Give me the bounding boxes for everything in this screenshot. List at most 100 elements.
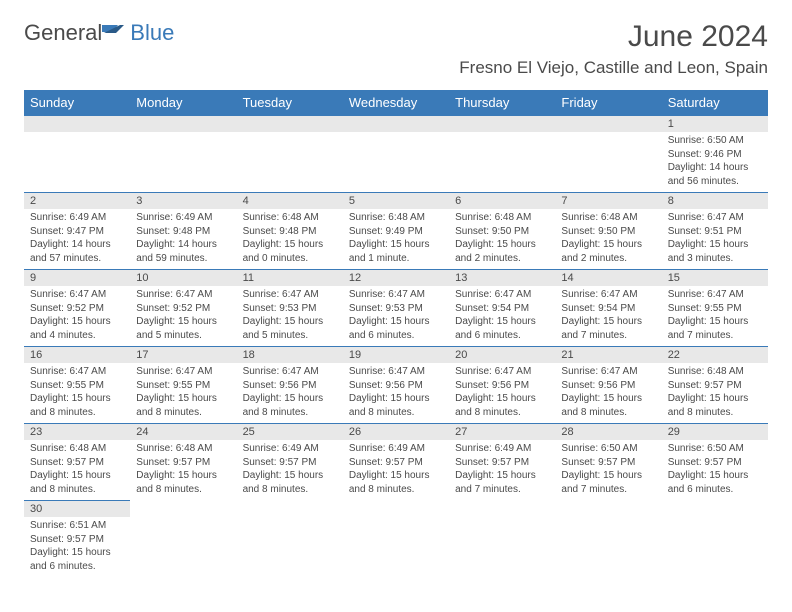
sunset-line: Sunset: 9:57 PM — [30, 456, 124, 470]
day-number: 18 — [237, 347, 343, 363]
daylight-line: Daylight: 15 hours and 8 minutes. — [561, 392, 655, 419]
calendar-cell: 27Sunrise: 6:49 AMSunset: 9:57 PMDayligh… — [449, 424, 555, 501]
calendar-cell — [130, 501, 236, 578]
calendar-table: SundayMondayTuesdayWednesdayThursdayFrid… — [24, 90, 768, 577]
calendar-cell: 28Sunrise: 6:50 AMSunset: 9:57 PMDayligh… — [555, 424, 661, 501]
day-number: 3 — [130, 193, 236, 209]
day-details: Sunrise: 6:48 AMSunset: 9:48 PMDaylight:… — [237, 209, 343, 269]
daylight-line: Daylight: 15 hours and 6 minutes. — [455, 315, 549, 342]
day-number: 30 — [24, 501, 130, 517]
page-title: June 2024 — [459, 20, 768, 54]
empty-day — [24, 116, 130, 132]
day-details: Sunrise: 6:47 AMSunset: 9:55 PMDaylight:… — [24, 363, 130, 423]
calendar-cell: 16Sunrise: 6:47 AMSunset: 9:55 PMDayligh… — [24, 347, 130, 424]
calendar-cell: 30Sunrise: 6:51 AMSunset: 9:57 PMDayligh… — [24, 501, 130, 578]
sunrise-line: Sunrise: 6:48 AM — [243, 211, 337, 225]
calendar-cell: 11Sunrise: 6:47 AMSunset: 9:53 PMDayligh… — [237, 270, 343, 347]
sunrise-line: Sunrise: 6:48 AM — [455, 211, 549, 225]
location-subtitle: Fresno El Viejo, Castille and Leon, Spai… — [459, 58, 768, 78]
calendar-cell: 19Sunrise: 6:47 AMSunset: 9:56 PMDayligh… — [343, 347, 449, 424]
calendar-cell — [343, 116, 449, 193]
calendar-cell: 8Sunrise: 6:47 AMSunset: 9:51 PMDaylight… — [662, 193, 768, 270]
sunrise-line: Sunrise: 6:47 AM — [349, 288, 443, 302]
flag-icon — [102, 22, 126, 45]
day-details: Sunrise: 6:47 AMSunset: 9:52 PMDaylight:… — [130, 286, 236, 346]
day-details: Sunrise: 6:51 AMSunset: 9:57 PMDaylight:… — [24, 517, 130, 577]
day-number: 12 — [343, 270, 449, 286]
calendar-row: 23Sunrise: 6:48 AMSunset: 9:57 PMDayligh… — [24, 424, 768, 501]
day-number: 9 — [24, 270, 130, 286]
sunset-line: Sunset: 9:54 PM — [455, 302, 549, 316]
calendar-cell: 26Sunrise: 6:49 AMSunset: 9:57 PMDayligh… — [343, 424, 449, 501]
sunset-line: Sunset: 9:48 PM — [136, 225, 230, 239]
day-details: Sunrise: 6:47 AMSunset: 9:54 PMDaylight:… — [555, 286, 661, 346]
calendar-cell: 21Sunrise: 6:47 AMSunset: 9:56 PMDayligh… — [555, 347, 661, 424]
logo: General Blue — [24, 20, 174, 46]
sunrise-line: Sunrise: 6:48 AM — [30, 442, 124, 456]
day-details: Sunrise: 6:49 AMSunset: 9:48 PMDaylight:… — [130, 209, 236, 269]
weekday-header: Wednesday — [343, 90, 449, 116]
sunrise-line: Sunrise: 6:47 AM — [30, 288, 124, 302]
day-number: 27 — [449, 424, 555, 440]
day-details: Sunrise: 6:50 AMSunset: 9:57 PMDaylight:… — [662, 440, 768, 500]
day-number: 2 — [24, 193, 130, 209]
day-details: Sunrise: 6:47 AMSunset: 9:51 PMDaylight:… — [662, 209, 768, 269]
sunset-line: Sunset: 9:57 PM — [136, 456, 230, 470]
day-number: 16 — [24, 347, 130, 363]
sunset-line: Sunset: 9:50 PM — [561, 225, 655, 239]
sunset-line: Sunset: 9:52 PM — [30, 302, 124, 316]
calendar-cell: 23Sunrise: 6:48 AMSunset: 9:57 PMDayligh… — [24, 424, 130, 501]
sunrise-line: Sunrise: 6:51 AM — [30, 519, 124, 533]
sunset-line: Sunset: 9:55 PM — [136, 379, 230, 393]
calendar-cell: 1Sunrise: 6:50 AMSunset: 9:46 PMDaylight… — [662, 116, 768, 193]
sunrise-line: Sunrise: 6:49 AM — [455, 442, 549, 456]
daylight-line: Daylight: 15 hours and 2 minutes. — [561, 238, 655, 265]
title-block: June 2024 Fresno El Viejo, Castille and … — [459, 20, 768, 78]
calendar-cell: 22Sunrise: 6:48 AMSunset: 9:57 PMDayligh… — [662, 347, 768, 424]
calendar-row: 16Sunrise: 6:47 AMSunset: 9:55 PMDayligh… — [24, 347, 768, 424]
sunrise-line: Sunrise: 6:47 AM — [561, 365, 655, 379]
calendar-cell — [662, 501, 768, 578]
empty-day — [237, 116, 343, 132]
calendar-cell: 20Sunrise: 6:47 AMSunset: 9:56 PMDayligh… — [449, 347, 555, 424]
calendar-cell: 6Sunrise: 6:48 AMSunset: 9:50 PMDaylight… — [449, 193, 555, 270]
day-number: 14 — [555, 270, 661, 286]
weekday-header: Saturday — [662, 90, 768, 116]
calendar-cell: 13Sunrise: 6:47 AMSunset: 9:54 PMDayligh… — [449, 270, 555, 347]
daylight-line: Daylight: 15 hours and 7 minutes. — [561, 469, 655, 496]
day-number: 28 — [555, 424, 661, 440]
calendar-body: 1Sunrise: 6:50 AMSunset: 9:46 PMDaylight… — [24, 116, 768, 578]
empty-day — [449, 116, 555, 132]
day-number: 26 — [343, 424, 449, 440]
sunrise-line: Sunrise: 6:47 AM — [136, 288, 230, 302]
sunrise-line: Sunrise: 6:49 AM — [136, 211, 230, 225]
daylight-line: Daylight: 15 hours and 5 minutes. — [243, 315, 337, 342]
day-details: Sunrise: 6:47 AMSunset: 9:54 PMDaylight:… — [449, 286, 555, 346]
calendar-row: 1Sunrise: 6:50 AMSunset: 9:46 PMDaylight… — [24, 116, 768, 193]
sunset-line: Sunset: 9:53 PM — [349, 302, 443, 316]
calendar-cell — [343, 501, 449, 578]
day-number: 8 — [662, 193, 768, 209]
day-number: 5 — [343, 193, 449, 209]
sunset-line: Sunset: 9:57 PM — [668, 379, 762, 393]
day-details: Sunrise: 6:47 AMSunset: 9:53 PMDaylight:… — [237, 286, 343, 346]
day-number: 19 — [343, 347, 449, 363]
sunrise-line: Sunrise: 6:47 AM — [136, 365, 230, 379]
daylight-line: Daylight: 15 hours and 6 minutes. — [30, 546, 124, 573]
calendar-cell: 29Sunrise: 6:50 AMSunset: 9:57 PMDayligh… — [662, 424, 768, 501]
calendar-cell: 10Sunrise: 6:47 AMSunset: 9:52 PMDayligh… — [130, 270, 236, 347]
sunset-line: Sunset: 9:57 PM — [30, 533, 124, 547]
daylight-line: Daylight: 14 hours and 56 minutes. — [668, 161, 762, 188]
sunset-line: Sunset: 9:46 PM — [668, 148, 762, 162]
daylight-line: Daylight: 15 hours and 8 minutes. — [243, 469, 337, 496]
sunset-line: Sunset: 9:57 PM — [455, 456, 549, 470]
sunrise-line: Sunrise: 6:49 AM — [30, 211, 124, 225]
day-details: Sunrise: 6:48 AMSunset: 9:50 PMDaylight:… — [555, 209, 661, 269]
calendar-cell: 5Sunrise: 6:48 AMSunset: 9:49 PMDaylight… — [343, 193, 449, 270]
daylight-line: Daylight: 15 hours and 8 minutes. — [136, 392, 230, 419]
calendar-cell: 7Sunrise: 6:48 AMSunset: 9:50 PMDaylight… — [555, 193, 661, 270]
day-details: Sunrise: 6:48 AMSunset: 9:50 PMDaylight:… — [449, 209, 555, 269]
calendar-cell: 12Sunrise: 6:47 AMSunset: 9:53 PMDayligh… — [343, 270, 449, 347]
weekday-header-row: SundayMondayTuesdayWednesdayThursdayFrid… — [24, 90, 768, 116]
daylight-line: Daylight: 15 hours and 4 minutes. — [30, 315, 124, 342]
